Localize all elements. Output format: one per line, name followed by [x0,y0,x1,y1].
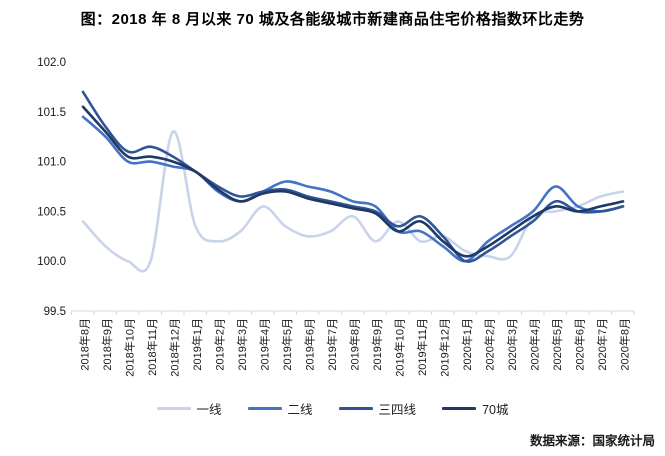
y-tick-label: 101.5 [37,107,66,119]
x-tick-label: 2019年9月 [370,318,384,371]
x-tick-label: 2019年11月 [415,318,429,376]
legend-item-line-70-cities: 70城 [442,399,508,418]
x-tick-label: 2020年8月 [618,318,632,371]
x-tick-label: 2020年7月 [595,318,609,371]
x-tick-label: 2018年8月 [78,318,92,371]
y-tick-label: 99.5 [44,306,66,318]
x-tick-label: 2020年4月 [528,318,542,371]
x-tick-label: 2019年12月 [438,318,452,377]
x-tick-label: 2020年2月 [483,318,497,371]
legend-item-line-tier2: 二线 [247,399,313,418]
x-tick-label: 2018年9月 [100,318,114,371]
legend-label: 一线 [196,403,222,417]
legend-swatch [247,407,282,410]
legend-swatch [442,407,477,410]
x-tick-label: 2019年10月 [393,318,407,377]
line-tier3-4 [81,90,625,263]
x-tick-label: 2019年6月 [303,318,317,371]
chart-title: 图：2018 年 8 月以来 70 城及各能级城市新建商品住宅价格指数环比走势 [80,11,585,28]
line-chart: 99.5 100.0 100.5 101.0 101.5 102.0 2018年8月 2018… [37,57,635,377]
y-tick-label: 100.0 [37,256,66,268]
x-tick-label: 2019年7月 [325,318,339,371]
x-tick-label: 2020年3月 [505,318,519,371]
line-70-cities [81,105,625,258]
legend-label: 二线 [287,403,313,417]
x-tick-label: 2018年12月 [168,318,182,377]
x-tick-label: 2019年5月 [280,318,294,371]
legend-item-line-tier1: 一线 [156,399,222,418]
legend-label: 三四线 [378,403,417,417]
x-tick-label: 2020年1月 [460,318,474,371]
legend-swatch [156,407,191,410]
legend-swatch [338,407,373,410]
x-tick-label: 2019年1月 [190,318,204,371]
x-tick-label: 2018年11月 [145,318,159,376]
y-tick-label: 102.0 [37,57,66,69]
x-tick-label: 2019年4月 [258,318,272,371]
x-tick-label: 2020年5月 [550,318,564,371]
legend-label: 70城 [482,403,509,417]
y-tick-label: 101.0 [37,157,66,169]
x-tick-label: 2019年8月 [348,318,362,371]
chart-legend: 一线 二线 三四线 70城 [0,399,665,418]
x-tick-label: 2018年10月 [123,318,137,377]
line-tier2 [81,115,625,263]
x-tick-label: 2019年2月 [213,318,227,371]
legend-item-line-tier3-4: 三四线 [338,399,417,418]
x-tick-label: 2019年3月 [235,318,249,371]
data-source: 数据来源：国家统计局 [529,434,655,448]
y-tick-label: 100.5 [37,206,66,218]
x-tick-label: 2020年6月 [573,318,587,371]
